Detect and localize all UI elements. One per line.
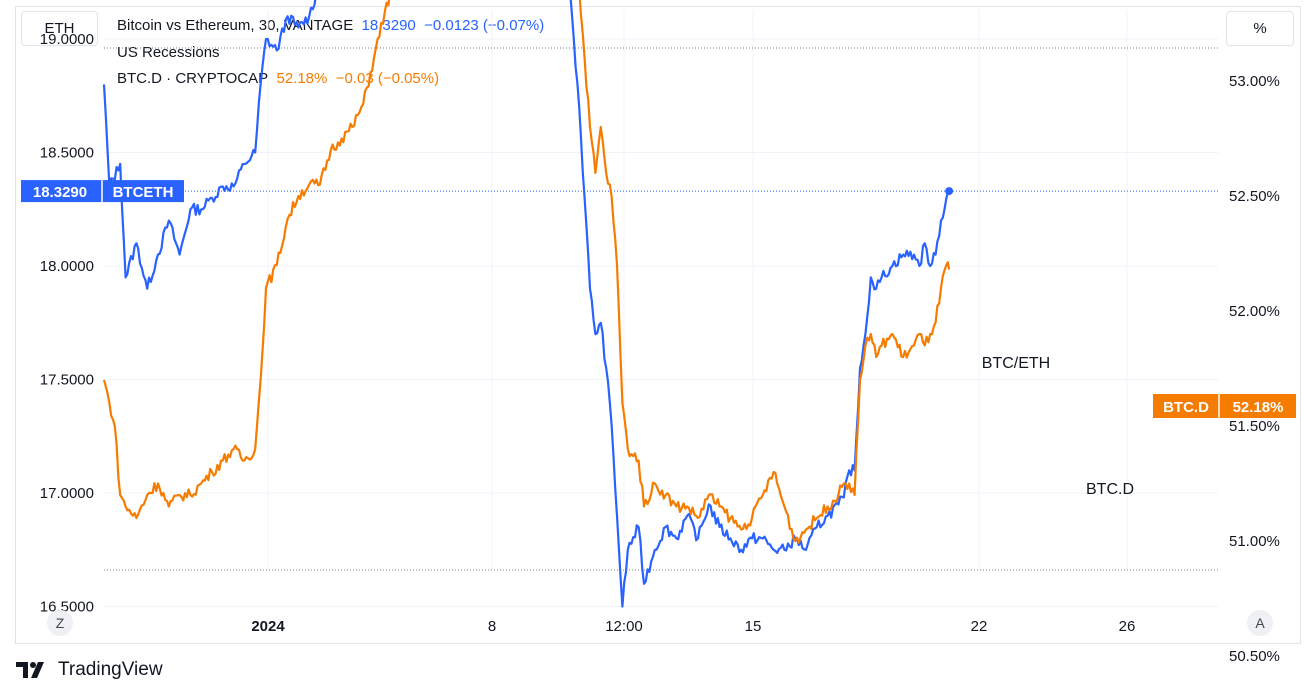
legend-name: BTC.D · CRYPTOCAP (117, 70, 269, 87)
zoom-button[interactable]: Z (47, 610, 73, 636)
legend-row-btcd[interactable]: BTC.D · CRYPTOCAP 52.18% −0.03 (−0.05%) (117, 70, 439, 87)
legend-change: −0.03 (−0.05%) (335, 70, 440, 87)
auto-scale-button[interactable]: A (1247, 610, 1273, 636)
legend-value: 18.3290 (361, 17, 416, 34)
legend-row-recessions[interactable]: US Recessions (117, 44, 220, 61)
right-axis-tick: 50.50% (1229, 648, 1280, 665)
legend-value: 52.18% (276, 70, 328, 87)
legend-row-btceth[interactable]: Bitcoin vs Ethereum, 30, VANTAGE 18.3290… (117, 17, 544, 34)
tradingview-logo-icon (16, 662, 44, 678)
percent-scale-button[interactable]: % (1226, 11, 1294, 46)
chart-frame (15, 6, 1301, 644)
legend-name: US Recessions (117, 44, 220, 61)
legend-name: Bitcoin vs Ethereum, 30, VANTAGE (117, 17, 354, 34)
brand-name: TradingView (58, 659, 163, 680)
legend-change: −0.0123 (−0.07%) (424, 17, 545, 34)
symbol-button[interactable]: ETH (21, 11, 98, 46)
tradingview-logo[interactable]: TradingView (16, 659, 163, 681)
